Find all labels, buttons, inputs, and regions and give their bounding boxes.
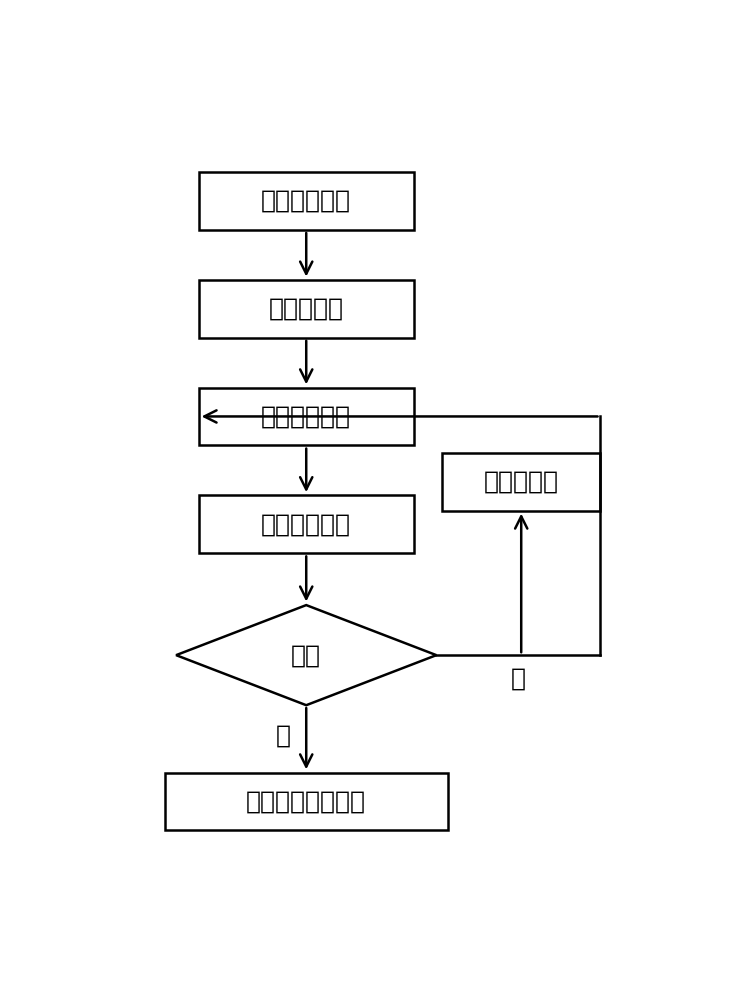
- Bar: [199, 280, 414, 338]
- Text: 是: 是: [276, 724, 291, 748]
- Polygon shape: [176, 605, 437, 705]
- Text: 给定扰动量: 给定扰动量: [269, 297, 344, 321]
- Text: 一维优化设计完成: 一维优化设计完成: [246, 789, 366, 813]
- Bar: [199, 388, 414, 445]
- Bar: [165, 773, 447, 830]
- Text: 零维初始设计: 零维初始设计: [261, 189, 351, 213]
- Text: 新的扰动量: 新的扰动量: [484, 470, 558, 494]
- Text: 复合形法优化: 复合形法优化: [261, 512, 351, 536]
- Text: 否: 否: [511, 666, 526, 690]
- Bar: [199, 172, 414, 230]
- Bar: [442, 453, 600, 511]
- Text: 一维性能预测: 一维性能预测: [261, 404, 351, 428]
- Text: 收敛: 收敛: [291, 643, 321, 667]
- Bar: [199, 495, 414, 553]
